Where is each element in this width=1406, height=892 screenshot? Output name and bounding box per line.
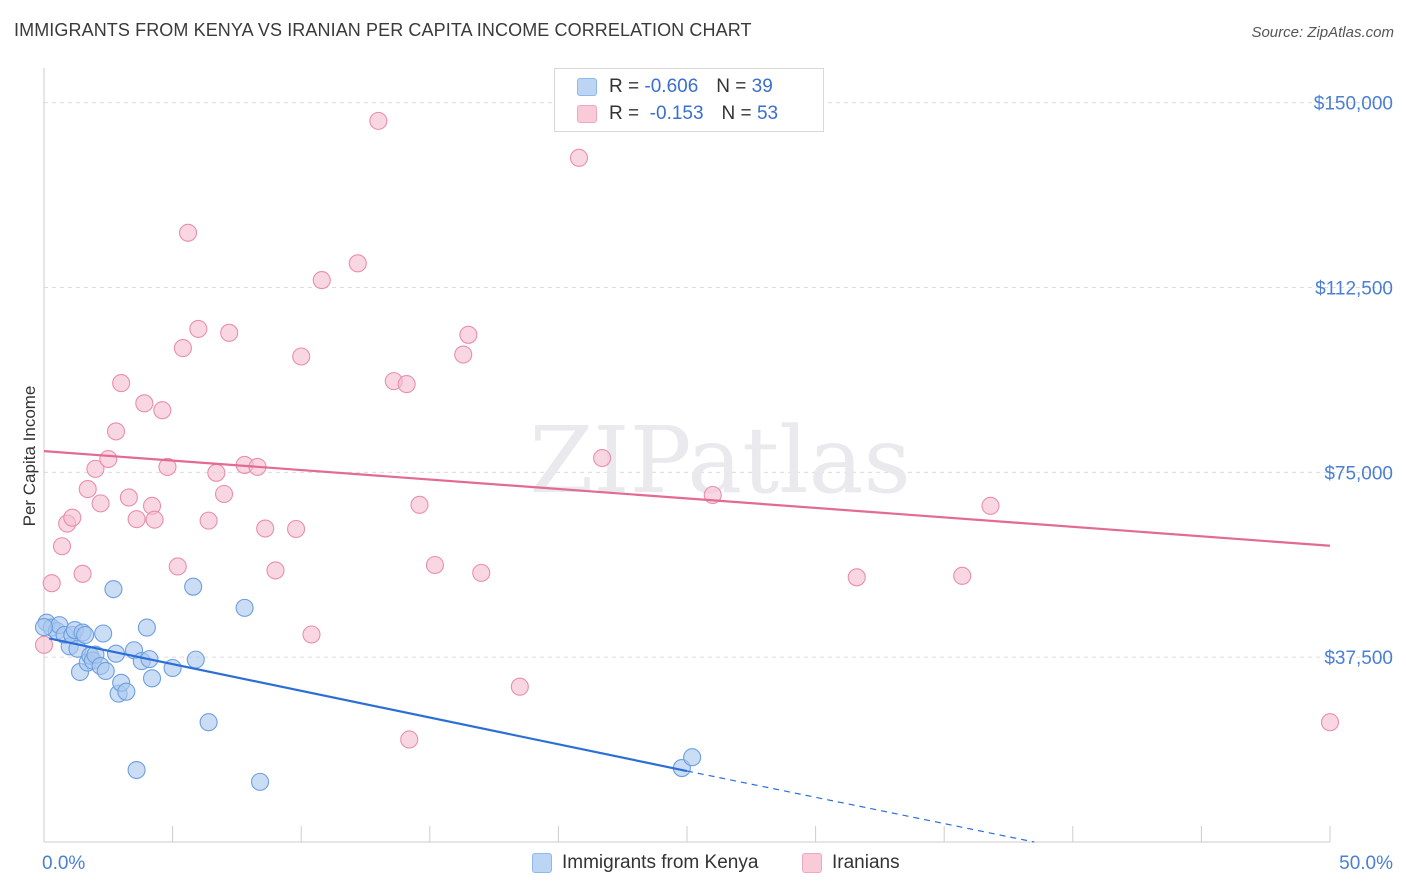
iranians-point (569, 148, 589, 167)
iranians-point (302, 625, 321, 644)
iranians-point (91, 494, 110, 513)
iranians-point (145, 510, 164, 529)
kenya-point (199, 713, 218, 732)
iranians-point (981, 496, 1000, 515)
iranians-point (34, 635, 54, 654)
legend-item-iranians: Iranians (802, 852, 900, 874)
iranians-point (99, 449, 118, 469)
chart-title: IMMIGRANTS FROM KENYA VS IRANIAN PER CAP… (14, 20, 752, 40)
iranians-point (312, 271, 331, 290)
kenya-point (76, 625, 95, 645)
iranians-point (52, 537, 72, 556)
iranians-point (454, 345, 473, 364)
legend-label-kenya: Immigrants from Kenya (562, 852, 759, 873)
legend-n-label: N = (716, 76, 747, 97)
kenya-point (683, 748, 702, 767)
y-tick-label: $150,000 (1314, 94, 1393, 115)
iranians-point (42, 574, 61, 593)
kenya-point (117, 682, 136, 701)
legend-swatch-kenya (577, 78, 597, 96)
iranians-point (397, 375, 416, 394)
iranians-point (78, 480, 97, 499)
tick-labels: $37,500 $75,000 $112,500 $150,000 0.0% 50.0% (42, 94, 1393, 874)
iranians-point (400, 730, 419, 749)
kenya-point (250, 772, 270, 791)
kenya-point (104, 580, 123, 599)
iranians-point (266, 561, 285, 580)
iranians-point (106, 422, 126, 441)
series-legend: Immigrants from Kenya Iranians (0, 852, 1406, 878)
legend-r-value: -0.606 (644, 76, 699, 97)
legend-n-value: 39 (751, 76, 773, 97)
kenya-point (137, 618, 156, 637)
legend-swatch-iranians (577, 105, 597, 123)
source-label: Source: ZipAtlas.com (1251, 24, 1394, 41)
iranians-point (410, 495, 429, 514)
iranians-trend-line (43, 450, 1331, 547)
trend-lines (43, 450, 1331, 843)
iranians-point (847, 568, 866, 587)
legend-n-value: 53 (756, 103, 779, 124)
iranians-point (178, 223, 198, 242)
axes (43, 68, 1331, 843)
legend-n-label: N = (721, 103, 752, 124)
iranians-point (459, 325, 478, 344)
legend-swatch-iranians (802, 853, 822, 873)
kenya-point (34, 618, 54, 637)
iranians-point (348, 254, 367, 273)
kenya-point (142, 669, 162, 688)
iranians-point (127, 510, 146, 529)
iranians-point (168, 557, 187, 576)
kenya-points (34, 577, 702, 791)
iranians-point (1320, 713, 1340, 732)
iranians-point (207, 463, 226, 482)
correlation-legend: R = -0.606 N = 39 R = -0.153 N = 53 (554, 68, 824, 132)
legend-label-iranians: Iranians (832, 852, 900, 873)
kenya-point (127, 760, 146, 780)
kenya-point (96, 661, 115, 681)
legend-r-label: R = (609, 76, 640, 97)
iranians-point (220, 323, 239, 342)
legend-r-value: -0.153 (649, 103, 704, 124)
kenya-point (186, 650, 205, 669)
iranians-point (214, 484, 234, 504)
iranians-point (953, 566, 972, 585)
iranians-point (86, 459, 105, 478)
iranians-point (472, 563, 491, 582)
kenya-point (235, 598, 254, 617)
legend-r-label: R = (609, 103, 640, 124)
kenya-trend-line (48, 637, 688, 773)
grid-lines (44, 102, 1394, 658)
iranians-point (153, 401, 172, 420)
iranians-point (119, 488, 138, 507)
x-tick-label: 0.0% (42, 853, 85, 874)
legend-item-kenya: Immigrants from Kenya (532, 852, 758, 874)
kenya-point (94, 624, 113, 643)
iranians-point (112, 374, 131, 393)
kenya-trend-extension (686, 770, 1035, 843)
iranians-point (369, 111, 388, 130)
iranians-point (173, 339, 192, 358)
iranians-point (199, 511, 218, 530)
iranians-point (158, 457, 177, 476)
iranians-point (510, 677, 529, 696)
y-tick-label: $112,500 (1315, 278, 1393, 299)
y-tick-label: $37,500 (1324, 648, 1393, 669)
y-tick-label: $75,000 (1324, 463, 1393, 484)
legend-row-kenya: R = -0.606 N = 39 (577, 75, 773, 99)
iranians-point (425, 555, 444, 575)
iranians-point (189, 319, 208, 338)
iranians-point (135, 394, 154, 413)
iranians-point (63, 508, 82, 527)
legend-row-iranians: R = -0.153 N = 53 (577, 102, 778, 126)
iranians-point (256, 519, 275, 538)
x-tick-label: 50.0% (1339, 853, 1393, 874)
legend-swatch-kenya (532, 853, 552, 873)
iranians-point (292, 347, 311, 366)
iranians-point (593, 448, 612, 468)
iranians-point (73, 564, 92, 583)
iranians-point (287, 519, 306, 539)
kenya-point (184, 577, 203, 596)
